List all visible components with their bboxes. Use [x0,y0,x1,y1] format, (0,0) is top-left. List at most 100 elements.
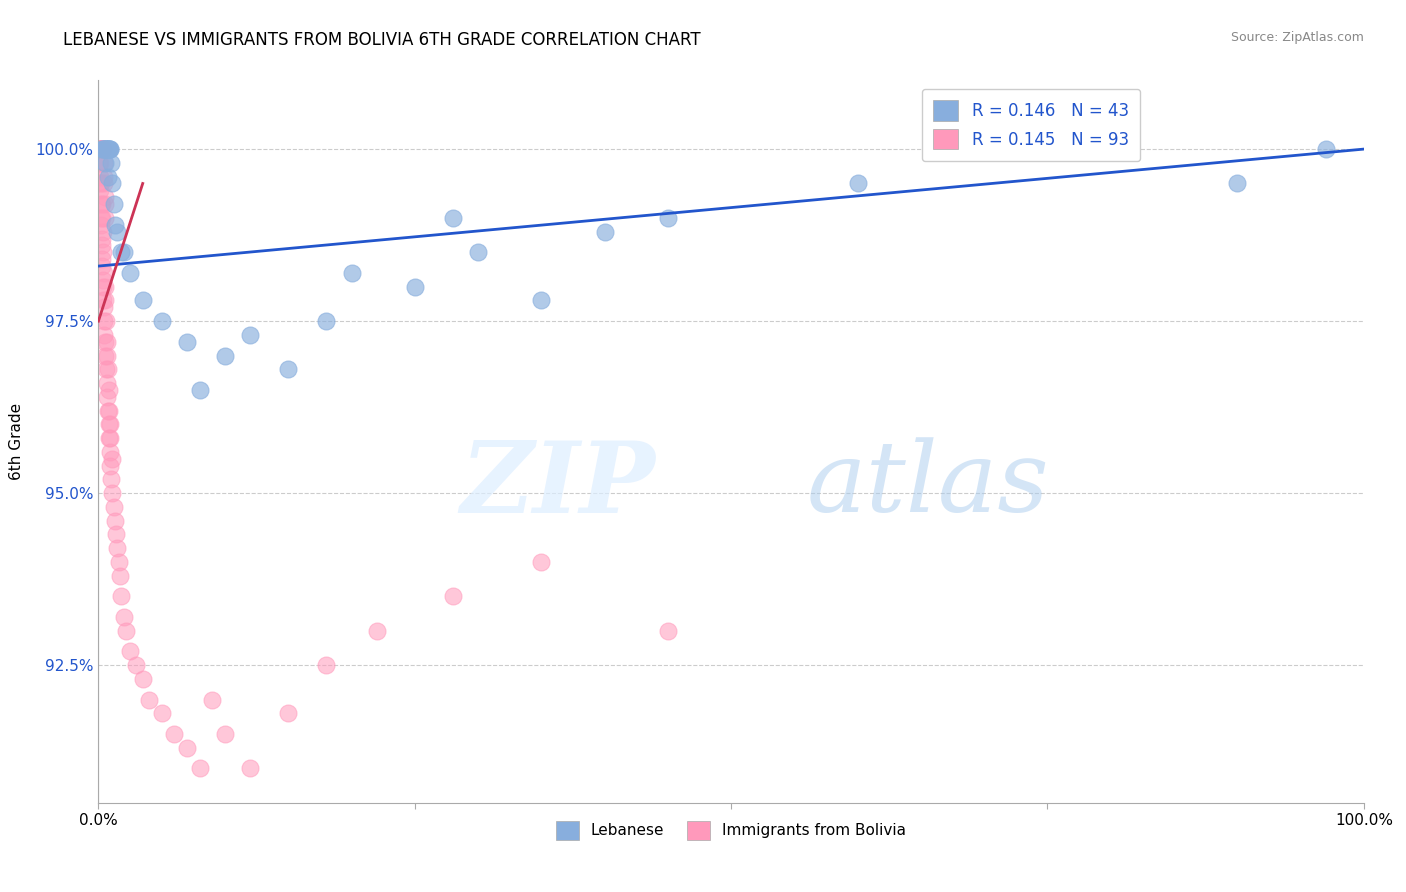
Point [100,156,122,170]
Point [90,177,112,191]
Point [89,142,111,156]
Point [96,390,118,404]
Point [93,190,117,204]
Point [176,334,198,349]
Point [93,314,115,328]
Point [97,169,120,184]
Point [89,177,111,191]
Point [94,142,117,156]
Point [91,142,114,156]
Point [105,527,128,541]
Point [100,431,122,445]
Point [277,706,299,721]
Point [89,142,111,156]
Point [115,624,138,638]
Point [96,376,118,390]
Point [94,293,117,308]
Point [98,417,121,432]
Point [93,142,117,156]
Text: atlas: atlas [807,437,1050,533]
Point [1226,177,1249,191]
Point [94,349,117,363]
Point [467,245,489,260]
Point [98,445,121,459]
Point [96,349,118,363]
Point [93,177,115,191]
Point [93,156,115,170]
Point [104,514,127,528]
Point [530,293,553,308]
Point [94,156,117,170]
Point [91,142,114,156]
Point [340,266,363,280]
Point [91,142,114,156]
Point [103,500,125,514]
Point [90,142,112,156]
Point [100,458,122,473]
Point [441,590,464,604]
Point [107,555,129,569]
Point [112,245,135,260]
Point [93,169,115,184]
Point [101,486,124,500]
Point [657,211,679,225]
Point [91,225,114,239]
Point [112,610,135,624]
Point [90,211,112,225]
Point [108,568,131,582]
Point [93,245,115,260]
Point [201,692,224,706]
Point [94,197,117,211]
Point [93,142,115,156]
Point [93,266,115,280]
Point [91,273,114,287]
Point [93,279,117,293]
Point [657,624,679,638]
Point [100,451,122,466]
Point [846,177,869,191]
Point [93,334,117,349]
Point [132,672,155,686]
Point [366,624,388,638]
Point [91,252,114,267]
Point [404,279,426,293]
Point [98,431,121,445]
Point [93,142,115,156]
Point [593,225,616,239]
Text: LEBANESE VS IMMIGRANTS FROM BOLIVIA 6TH GRADE CORRELATION CHART: LEBANESE VS IMMIGRANTS FROM BOLIVIA 6TH … [63,31,702,49]
Point [96,334,118,349]
Point [188,383,211,397]
Point [110,245,132,260]
Point [97,403,120,417]
Point [138,692,160,706]
Point [1099,142,1122,156]
Point [214,349,236,363]
Point [97,142,120,156]
Point [90,231,112,245]
Legend: Lebanese, Immigrants from Bolivia: Lebanese, Immigrants from Bolivia [550,815,912,846]
Point [97,383,120,397]
Point [100,142,122,156]
Point [91,259,114,273]
Point [89,183,111,197]
Point [93,327,115,342]
Point [277,362,299,376]
Point [1315,142,1337,156]
Point [90,197,112,211]
Point [120,644,141,658]
Point [98,142,121,156]
Point [94,314,117,328]
Point [98,142,121,156]
Point [107,541,129,556]
Point [150,706,173,721]
Point [96,142,118,156]
Point [163,727,186,741]
Point [97,142,120,156]
Point [91,142,114,156]
Point [125,658,148,673]
Point [110,590,132,604]
Point [93,301,115,315]
Point [97,417,120,432]
Point [315,658,337,673]
Point [107,225,129,239]
